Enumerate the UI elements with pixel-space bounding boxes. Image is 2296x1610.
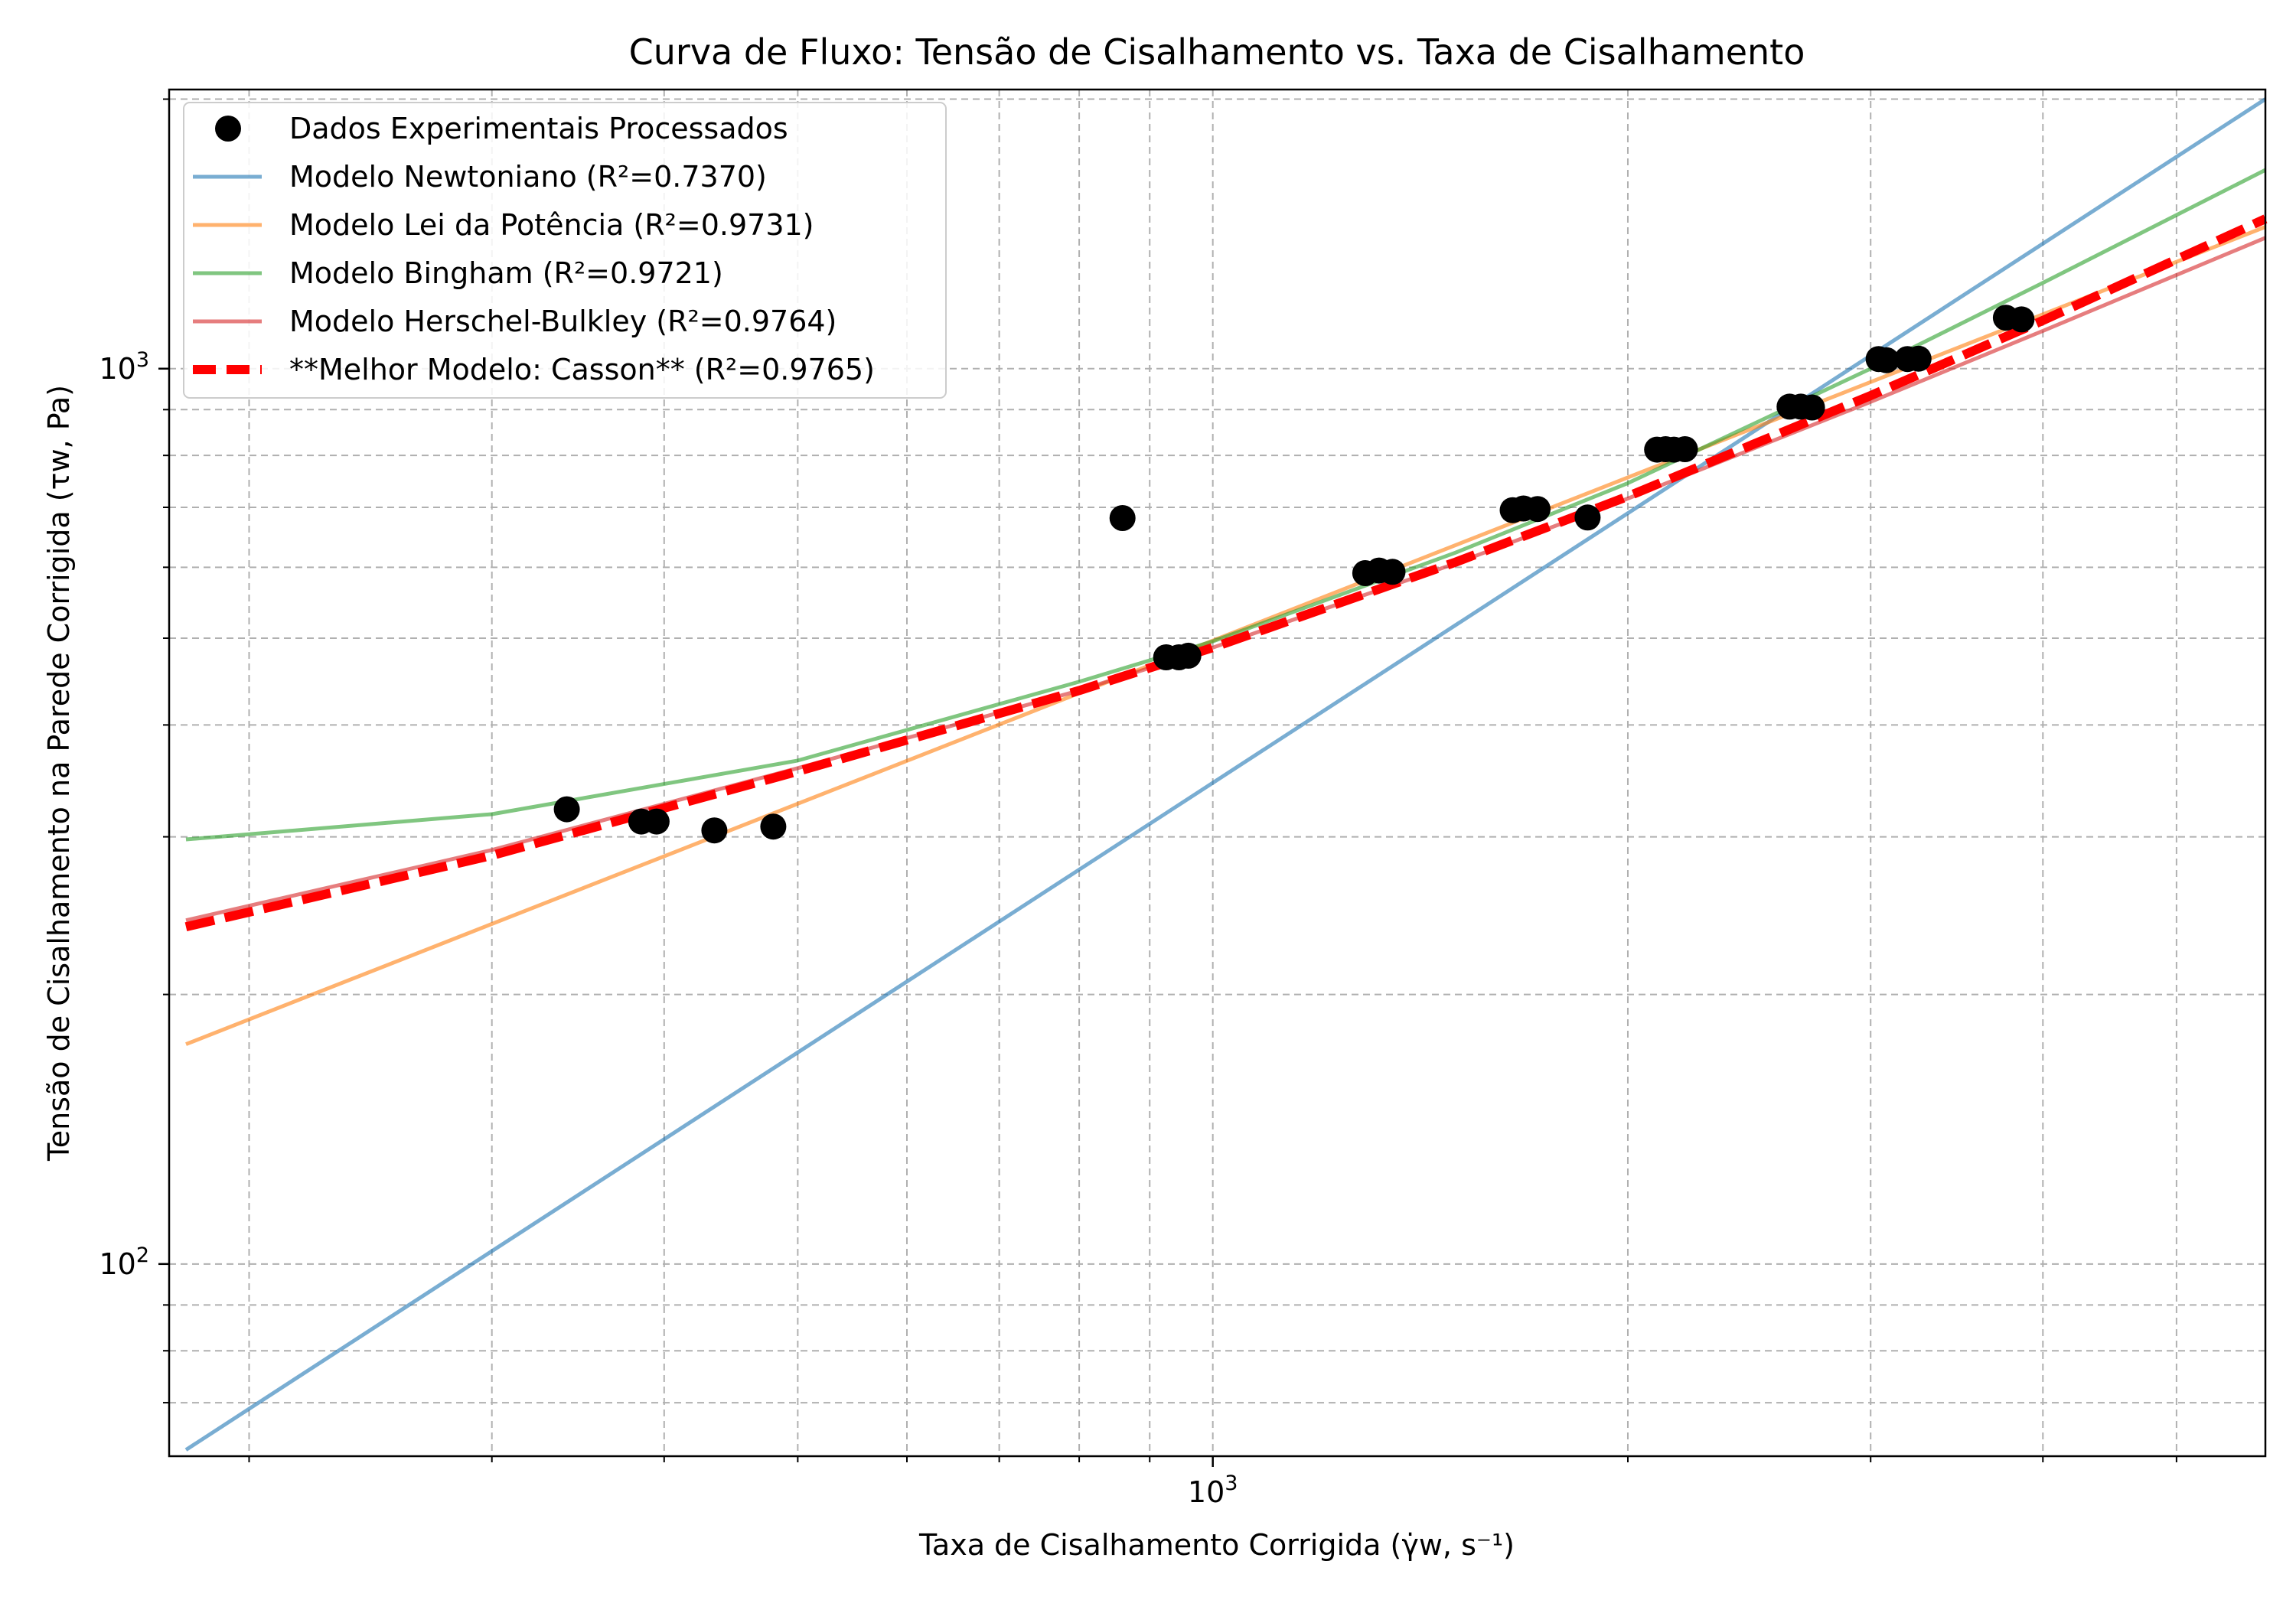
plot-frame bbox=[168, 88, 2267, 1458]
x-axis-label: Taxa de Cisalhamento Corrigida (γ̇w, s⁻¹… bbox=[918, 1528, 1515, 1562]
data-point bbox=[2008, 306, 2035, 333]
legend-label-0: Modelo Newtoniano (R²=0.7370) bbox=[289, 160, 767, 194]
data-point bbox=[1799, 394, 1825, 421]
axis-ticks: 103 102 103 bbox=[99, 98, 2177, 1509]
data-point bbox=[760, 813, 787, 840]
data-point bbox=[1109, 505, 1136, 531]
data-point bbox=[643, 808, 670, 835]
legend-marker-scatter bbox=[215, 116, 241, 142]
x-tick-label: 103 bbox=[1188, 1471, 1238, 1509]
series-line-0 bbox=[184, 97, 2267, 1452]
chart-title: Curva de Fluxo: Tensão de Cisalhamento v… bbox=[629, 31, 1805, 73]
legend-box bbox=[183, 102, 947, 399]
legend-label-3: Modelo Herschel-Bulkley (R²=0.9764) bbox=[289, 305, 837, 338]
data-points bbox=[553, 305, 2035, 844]
data-point bbox=[1379, 559, 1406, 585]
legend: Dados Experimentais Processados Modelo Ne… bbox=[183, 102, 947, 399]
grid bbox=[169, 90, 2265, 1456]
legend-label-2: Modelo Bingham (R²=0.9721) bbox=[289, 256, 723, 290]
y-tick-label: 102 bbox=[99, 1243, 149, 1281]
data-point bbox=[701, 817, 728, 844]
data-point bbox=[1671, 436, 1698, 462]
data-point bbox=[1873, 347, 1900, 373]
legend-label-1: Modelo Lei da Potência (R²=0.9731) bbox=[289, 208, 814, 242]
series-line-2 bbox=[185, 168, 2267, 842]
legend-label-scatter: Dados Experimentais Processados bbox=[289, 112, 788, 145]
data-point bbox=[1905, 345, 1932, 372]
data-point bbox=[1175, 642, 1202, 669]
y-axis-label: Tensão de Cisalhamento na Parede Corrigi… bbox=[42, 385, 76, 1162]
data-point bbox=[553, 796, 580, 823]
data-point bbox=[1525, 496, 1551, 523]
data-point bbox=[1574, 504, 1601, 531]
legend-label-4: **Melhor Modelo: Casson** (R²=0.9765) bbox=[289, 353, 875, 386]
y-tick-label: 103 bbox=[99, 348, 149, 386]
